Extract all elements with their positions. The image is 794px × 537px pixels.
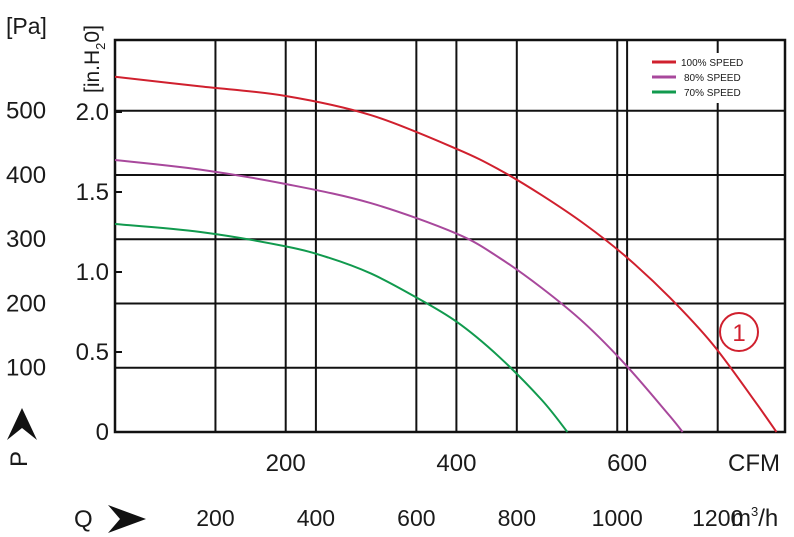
grid-lines [115, 40, 785, 433]
tick-label-cfm: 200 [266, 450, 306, 477]
tick-label-inh2o: 0 [96, 419, 109, 446]
series-100-speed [114, 75, 778, 433]
series-80-speed [114, 159, 684, 433]
svg-text:[in.H20]: [in.H20] [81, 25, 108, 93]
tick-label-pa: 400 [6, 162, 46, 189]
tick-label-inh2o: 2.0 [76, 99, 109, 126]
tick-label-m3h: 400 [297, 505, 335, 531]
tick-label-pa: 100 [6, 355, 46, 382]
curve-number-circle [719, 312, 759, 352]
cfm-unit-label: CFM [728, 450, 780, 477]
tick-label-m3h: 600 [397, 505, 435, 531]
tick-label-cfm: 400 [436, 450, 476, 477]
p-axis-symbol: P [6, 451, 33, 467]
p-axis-arrow-icon [7, 408, 37, 440]
tick-label-inh2o: 0.5 [76, 339, 109, 366]
tick-label-m3h: 1000 [592, 505, 643, 531]
tick-label-m3h: 1200 [692, 505, 743, 531]
tick-label-pa: 500 [6, 98, 46, 125]
tick-label-inh2o: 1.5 [76, 179, 109, 206]
legend-label: 100% SPEED [681, 58, 743, 69]
series-layer [114, 75, 778, 433]
tick-label-m3h: 800 [498, 505, 536, 531]
q-axis-symbol: Q [74, 506, 93, 533]
m3h-unit-label: m3/h [731, 504, 778, 532]
plot-frame [113, 38, 787, 434]
tick-label-pa: 200 [6, 290, 46, 317]
legend: 100% SPEED 80% SPEED 70% SPEED [646, 53, 754, 103]
legend-label: 70% SPEED [684, 88, 741, 99]
curve-number-label: 1 [732, 320, 745, 347]
tick-label-cfm: 600 [607, 450, 647, 477]
series-70-speed [114, 223, 569, 433]
inh2o-unit-label: [in.H20] [81, 25, 108, 93]
tick-labels: 200 400 600 800 1000 1200 200 400 600 100 200 300 40… [6, 98, 743, 531]
legend-label: 80% SPEED [684, 73, 741, 84]
tick-label-pa: 300 [6, 226, 46, 253]
q-axis-arrow-icon [108, 505, 146, 533]
tick-label-m3h: 200 [196, 505, 234, 531]
pa-unit-label: [Pa] [6, 13, 47, 39]
tick-label-inh2o: 1.0 [76, 259, 109, 286]
